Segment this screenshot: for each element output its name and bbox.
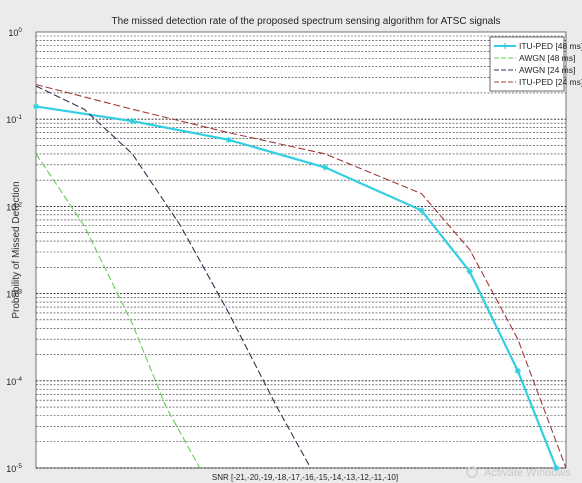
series-point <box>225 136 232 143</box>
legend-label: ITU-PED [24 ms] <box>519 77 582 87</box>
series-point <box>466 268 473 275</box>
series-point <box>33 103 39 110</box>
series-line-3 <box>35 85 312 469</box>
watermark-text: Activate Windows <box>484 467 571 479</box>
series-line-2 <box>35 153 201 469</box>
series-layer <box>33 83 567 471</box>
series-line-4 <box>35 83 567 469</box>
y-tick-label: 100 <box>8 27 22 38</box>
x-axis-label: SNR [-21,-20,-19,-18,-17,-16,-15,-14,-13… <box>212 473 398 482</box>
y-tick-label: 10-4 <box>6 376 22 387</box>
legend-marker <box>502 43 508 49</box>
legend-label: AWGN [24 ms] <box>519 65 575 75</box>
series-point <box>418 207 425 214</box>
y-tick-labels: 100 10-1 10-2 10-3 10-4 10-5 <box>6 27 22 474</box>
y-axis-label: Probability of Missed Detection <box>11 181 22 318</box>
y-tick-label: 10-1 <box>6 114 22 125</box>
series-point <box>129 118 136 125</box>
y-tick-label: 10-5 <box>6 463 22 474</box>
chart-title: The missed detection rate of the propose… <box>112 16 501 27</box>
legend-label: ITU-PED [48 ms] <box>519 41 582 51</box>
watermark-icon <box>466 466 478 478</box>
series-point <box>514 367 521 374</box>
series-point <box>322 164 329 171</box>
activate-windows-watermark: Activate Windows <box>466 466 571 479</box>
grid <box>36 35 566 469</box>
series-point <box>553 465 560 471</box>
series-line-1 <box>35 105 558 469</box>
legend-label: AWGN [48 ms] <box>519 53 575 63</box>
y-tick-label: 10-3 <box>6 289 22 300</box>
y-tick-label: 10-2 <box>6 201 22 212</box>
legend: ITU-PED [48 ms] AWGN [48 ms] AWGN [24 ms] I… <box>489 36 582 92</box>
plot-area <box>35 31 567 469</box>
